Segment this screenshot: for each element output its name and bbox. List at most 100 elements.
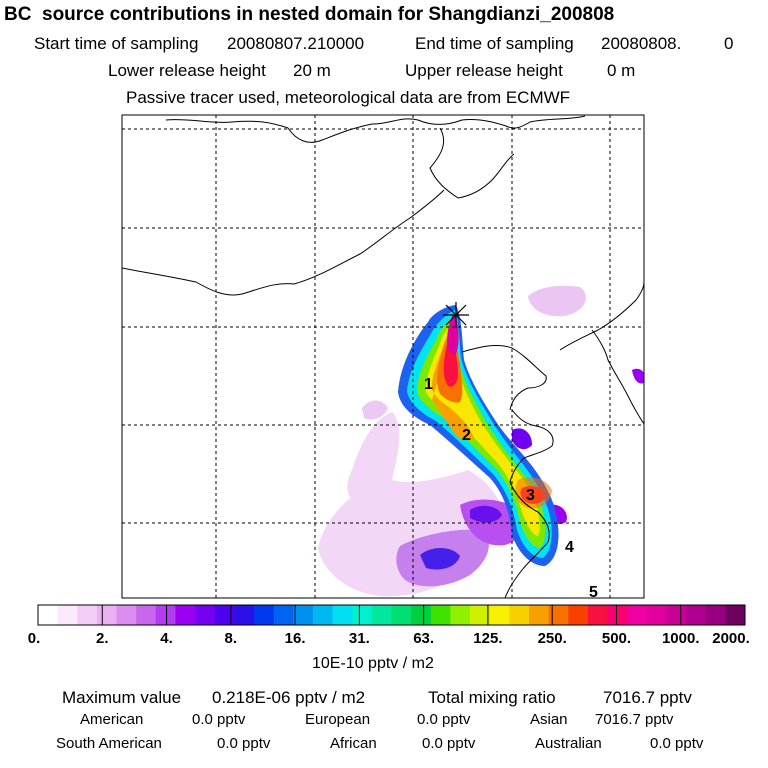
coast-peninsula xyxy=(591,329,644,425)
region-name-american: American xyxy=(80,711,144,728)
colorbar-swatch xyxy=(352,605,373,625)
border-north xyxy=(165,115,586,143)
colorbar-swatch xyxy=(273,605,294,625)
start-time-label: Start time of sampling xyxy=(34,34,199,53)
end-time-label: End time of sampling xyxy=(415,34,574,53)
region-label-2: 2 xyxy=(462,427,471,444)
max-value: 0.218E-06 pptv / m2 xyxy=(212,688,366,707)
concentration-field xyxy=(318,285,644,597)
colorbar-swatch xyxy=(38,605,59,625)
region-value-american: 0.0 pptv xyxy=(192,711,246,728)
plume-faint-north xyxy=(528,285,586,317)
receptor-marker xyxy=(443,302,469,328)
colorbar-swatch xyxy=(627,605,648,625)
border-ne xyxy=(429,127,515,199)
colorbar-swatch xyxy=(705,605,726,625)
colorbar-swatch xyxy=(607,605,628,625)
colorbar-tick-label: 500. xyxy=(601,630,632,647)
map-frame xyxy=(121,114,645,599)
colorbar-swatch xyxy=(411,605,432,625)
colorbar-tick-label: 2000. xyxy=(712,630,750,647)
colorbar-swatch xyxy=(568,605,589,625)
plume-core-east xyxy=(470,505,502,523)
colorbar-swatch xyxy=(371,605,392,625)
region-label-1: 1 xyxy=(424,376,433,393)
lower-height-label: Lower release height xyxy=(108,61,266,80)
border-west xyxy=(122,189,445,296)
colorbar-tick-label: 125. xyxy=(473,630,503,647)
colorbar-tick-label: 16. xyxy=(284,630,306,647)
region-label-3: 3 xyxy=(526,487,535,504)
region-name-african: African xyxy=(330,735,377,752)
grid-lines xyxy=(122,115,644,598)
colorbar-tick-label: 0. xyxy=(27,630,41,647)
upper-height-value: 0 m xyxy=(607,61,636,80)
colorbar-swatch xyxy=(136,605,157,625)
colorbar-frame xyxy=(37,604,746,626)
colorbar-swatch xyxy=(470,605,491,625)
colorbar-swatch xyxy=(666,605,687,625)
colorbar-swatch xyxy=(548,605,569,625)
plume-east-edge xyxy=(632,368,644,384)
region-label-4: 4 xyxy=(565,539,574,556)
colorbar-swatch xyxy=(686,605,707,625)
region-name-european: European xyxy=(305,711,371,728)
region-label-5: 5 xyxy=(589,584,598,601)
end-time-value: 20080808. xyxy=(601,34,682,53)
coast-shandong xyxy=(509,409,554,483)
colorbar-swatch xyxy=(509,605,530,625)
colorbar-swatch xyxy=(528,605,550,625)
coastlines xyxy=(122,115,644,598)
colorbar-tick-label: 8. xyxy=(224,630,238,647)
region-name-asian: Asian xyxy=(530,711,568,728)
upper-height-label: Upper release height xyxy=(405,61,563,80)
plume-hotspot-3-outer xyxy=(515,477,552,509)
coast-korea-bay xyxy=(559,281,644,351)
coast-bohai xyxy=(461,345,547,411)
colorbar-swatch xyxy=(195,605,216,625)
colorbar-swatch xyxy=(489,605,510,625)
colorbar-tick-label: 2. xyxy=(96,630,109,647)
colorbar-tick-label: 4. xyxy=(160,630,173,647)
region-value-european: 0.0 pptv xyxy=(417,711,471,728)
colorbar-swatch xyxy=(430,605,451,625)
colorbar-swatch xyxy=(391,605,412,625)
end-time-value-2: 0 xyxy=(724,34,734,53)
region-value-asian: 7016.7 pptv xyxy=(595,711,674,728)
colorbar-tick-label: 250. xyxy=(537,630,567,647)
region-value-australian: 0.0 pptv xyxy=(650,735,704,752)
colorbar-swatch xyxy=(116,605,137,625)
colorbar-swatch xyxy=(725,605,746,625)
colorbar-swatch xyxy=(214,605,235,625)
colorbar-swatch xyxy=(57,605,78,625)
max-value-label: Maximum value xyxy=(62,688,182,707)
colorbar xyxy=(37,604,746,626)
colorbar-swatch xyxy=(155,605,176,625)
region-name-south-american: South American xyxy=(56,735,162,752)
coast-jiangsu xyxy=(504,481,550,598)
region-value-african: 0.0 pptv xyxy=(422,735,476,752)
region-value-south-american: 0.0 pptv xyxy=(217,735,271,752)
colorbar-swatch xyxy=(312,605,334,625)
colorbar-swatch xyxy=(77,605,98,625)
colorbar-tick-label: 63. xyxy=(413,630,435,647)
colorbar-swatch xyxy=(450,605,471,625)
colorbar-swatch xyxy=(96,605,118,625)
plume-faint-patch xyxy=(362,400,388,420)
colorbar-swatch xyxy=(332,605,353,625)
colorbar-tick-label: 1000. xyxy=(661,630,700,647)
chart-title: BC source contributions in nested domain… xyxy=(4,4,615,25)
colorbar-unit: 10E-10 pptv / m2 xyxy=(312,655,434,672)
colorbar-swatch xyxy=(587,605,609,625)
total-mixing-label: Total mixing ratio xyxy=(428,688,556,707)
colorbar-swatch xyxy=(254,605,275,625)
plume-purple-east xyxy=(512,428,532,450)
total-mixing-value: 7016.7 pptv xyxy=(603,688,692,707)
start-time-value: 20080807.210000 xyxy=(227,34,365,53)
colorbar-swatch xyxy=(234,605,255,625)
colorbar-swatch xyxy=(175,605,196,625)
region-name-australian: Australian xyxy=(535,735,602,752)
colorbar-swatch xyxy=(646,605,667,625)
colorbar-tick-label: 31. xyxy=(348,630,370,647)
